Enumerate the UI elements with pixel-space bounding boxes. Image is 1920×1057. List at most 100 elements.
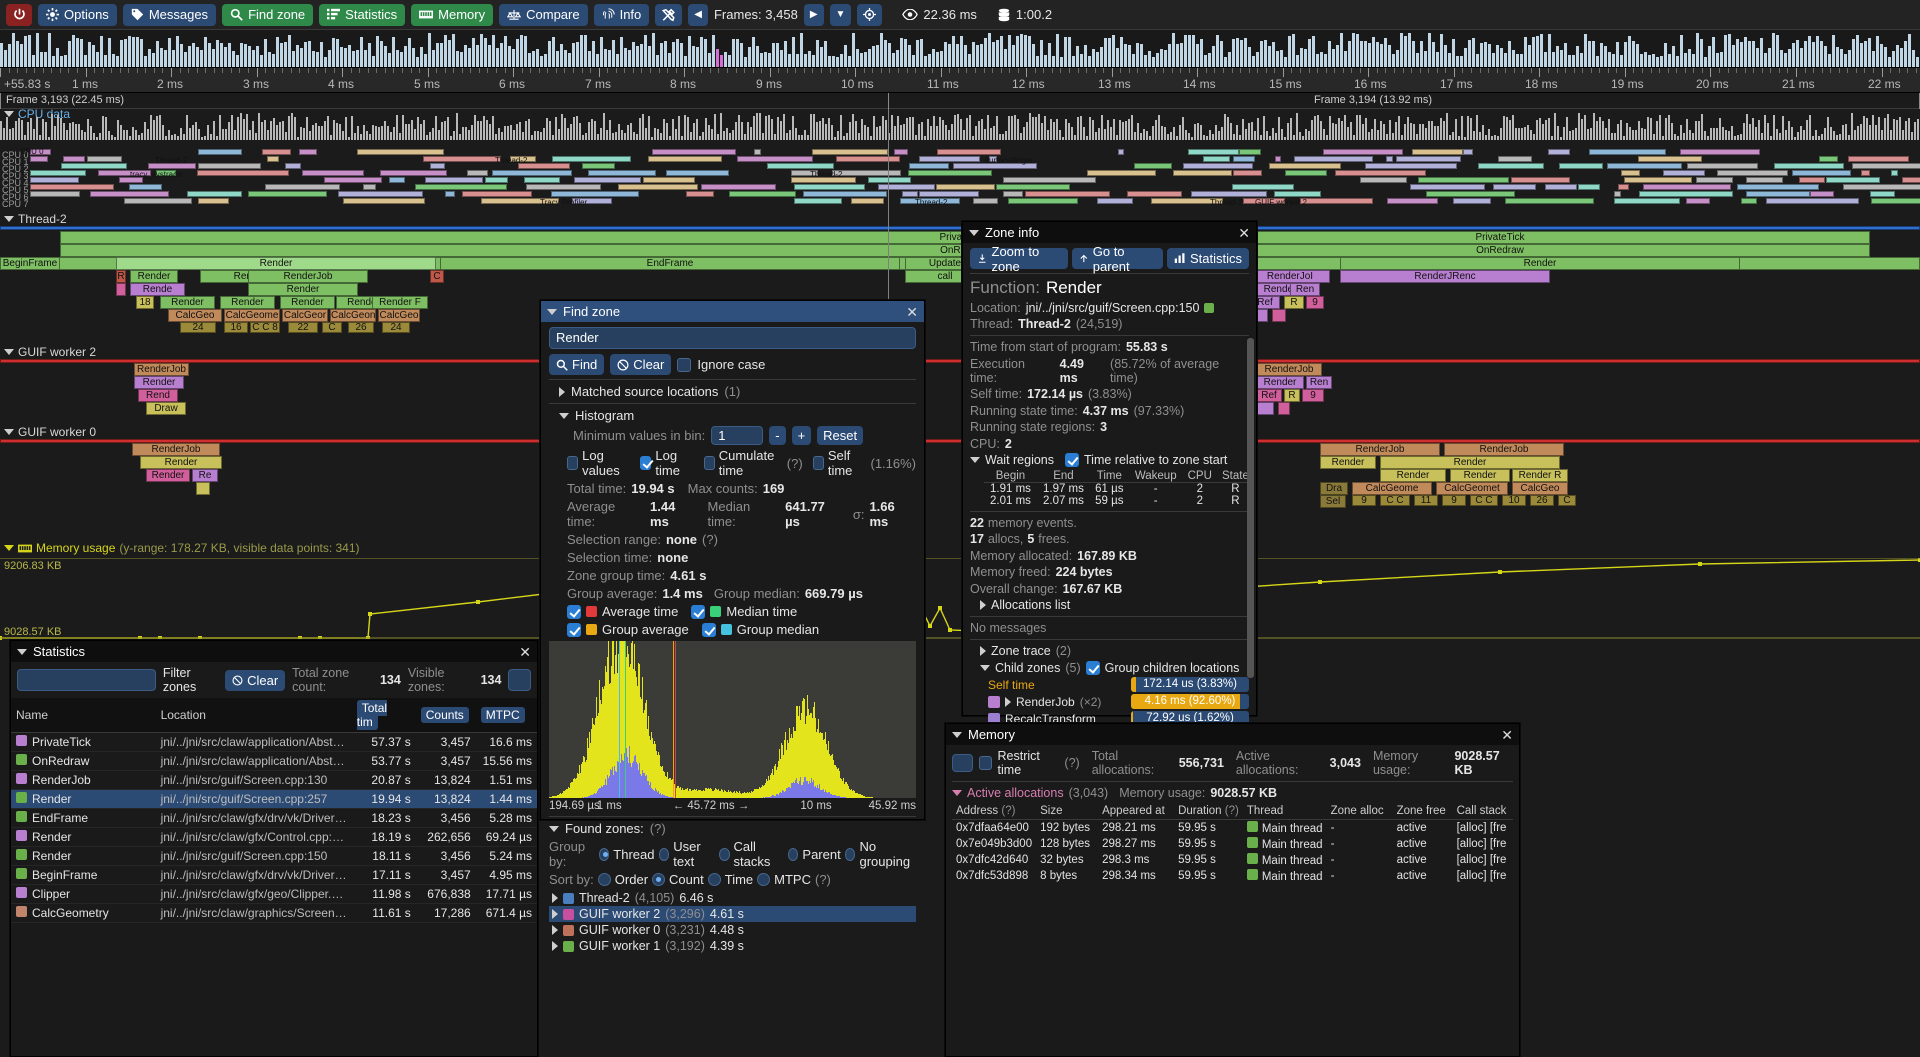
cumulate-time-checkbox[interactable] <box>703 456 715 470</box>
frame-bar[interactable] <box>944 41 947 67</box>
cpu-core-zone[interactable] <box>444 191 455 197</box>
self-time-checkbox[interactable] <box>812 456 824 470</box>
frame-bar[interactable] <box>1800 47 1803 67</box>
frame-bar[interactable] <box>1256 51 1259 67</box>
guif-w0-zone-nc[interactable]: C <box>1558 495 1576 506</box>
zoom-to-zone-button[interactable]: Zoom to zone <box>970 244 1069 274</box>
frame-bar[interactable] <box>600 37 603 67</box>
frame-bar[interactable] <box>1708 46 1711 67</box>
frame-bar[interactable] <box>812 54 815 67</box>
frame-bar[interactable] <box>864 51 867 67</box>
frame-bar[interactable] <box>1436 52 1439 67</box>
frame-bar[interactable] <box>1332 49 1335 67</box>
memory-usage-chart[interactable] <box>0 558 1920 646</box>
frame-bar[interactable] <box>436 43 439 67</box>
frame-bar[interactable] <box>1700 38 1703 67</box>
frame-bar[interactable] <box>1296 54 1299 67</box>
cpu-core-zone[interactable] <box>1497 156 1533 162</box>
cpu-core-zone[interactable] <box>836 156 900 162</box>
guif-w0-zone-render[interactable]: Render <box>140 456 222 469</box>
frame-bar[interactable] <box>1052 56 1055 67</box>
frame-bar[interactable] <box>1336 44 1339 67</box>
frame-bar[interactable] <box>476 44 479 67</box>
cpu-core-zone[interactable] <box>1774 163 1844 169</box>
frame-bar[interactable] <box>936 51 939 67</box>
guif-w0-zone-calcgeo3[interactable]: CalcGeo <box>1512 482 1568 495</box>
frame-bar[interactable] <box>1668 54 1671 67</box>
clear-button[interactable]: Clear <box>610 354 672 375</box>
frame-bar[interactable] <box>88 42 91 67</box>
frame-target-button[interactable] <box>857 3 883 26</box>
cpu-core-zone[interactable] <box>261 149 292 155</box>
cpu-core-zone[interactable] <box>652 149 736 155</box>
frame-bar[interactable] <box>728 55 731 67</box>
frame-bar[interactable] <box>1816 36 1819 67</box>
frame-bar[interactable] <box>800 33 803 67</box>
frame-strip[interactable] <box>0 30 1920 68</box>
frame-bar[interactable] <box>324 57 327 67</box>
frame-bar[interactable] <box>1872 50 1875 67</box>
frame-bar[interactable] <box>1492 53 1495 67</box>
frame-bar[interactable] <box>568 52 571 67</box>
cpu-core-zone[interactable] <box>574 177 642 183</box>
frame-bar[interactable] <box>1836 47 1839 67</box>
frame-bar[interactable] <box>1616 41 1619 67</box>
thread-2-zone-render-d[interactable]: Render <box>160 296 215 309</box>
frame-bar[interactable] <box>724 51 727 67</box>
cpu-core-zone[interactable] <box>61 163 128 169</box>
frame-bar[interactable] <box>640 43 643 67</box>
zone-statistics-button[interactable]: Statistics <box>1166 248 1249 269</box>
sort-by-mtpc-radio[interactable] <box>757 873 771 886</box>
cpu-core-zone[interactable] <box>1293 156 1373 162</box>
tools-button[interactable] <box>655 3 683 26</box>
frame-bar[interactable] <box>172 49 175 67</box>
close-icon[interactable]: ✕ <box>906 303 918 320</box>
frame-bar[interactable] <box>204 36 207 67</box>
frame-bar[interactable] <box>1592 40 1595 67</box>
cpu-core-zone[interactable] <box>414 184 507 190</box>
legend-group-median-checkbox[interactable] <box>701 622 716 637</box>
cpu-core-zone[interactable] <box>1860 170 1870 176</box>
cpu-core-zone[interactable] <box>62 156 85 162</box>
thread-2-zone-22[interactable]: 22 <box>288 322 318 333</box>
frame-bar[interactable] <box>328 50 331 67</box>
guif-w0-zone-render-r3[interactable]: Render <box>1380 469 1446 482</box>
frame-bar[interactable] <box>464 45 467 67</box>
frame-bar[interactable] <box>144 56 147 67</box>
frame-bar[interactable] <box>868 49 871 67</box>
frame-bar[interactable] <box>1724 34 1727 67</box>
stt-col-counts[interactable]: Counts <box>415 698 476 733</box>
cpu-core-zone[interactable] <box>98 170 152 176</box>
frame-bar[interactable] <box>1412 41 1415 67</box>
stt-col-location[interactable]: Location <box>155 698 352 733</box>
thread-2-zone-calcgeo-4[interactable]: CalcGeon <box>330 309 376 322</box>
cpu-core-zone[interactable] <box>802 191 887 197</box>
cpu-core-zone[interactable] <box>790 170 818 176</box>
frame-bar[interactable] <box>620 36 623 67</box>
zone-info-titlebar[interactable]: Zone info ✕ <box>963 222 1256 243</box>
frame-bar[interactable] <box>556 51 559 67</box>
frame-bar[interactable] <box>380 40 383 67</box>
frame-bar[interactable] <box>984 38 987 67</box>
frame-bar[interactable] <box>1012 45 1015 67</box>
cpu-core-zone[interactable] <box>1365 163 1457 169</box>
guif-w0-zone-sel[interactable]: Sel <box>1320 495 1346 508</box>
frame-bar[interactable] <box>200 49 203 67</box>
find-button[interactable]: Find <box>549 354 605 375</box>
child-zone-row[interactable]: RenderJob (×2) 4.16 ms (92.60%) <box>988 694 1249 709</box>
mem-address-cell[interactable]: 0x7e049b3d00 <box>956 838 1033 850</box>
frame-bar[interactable] <box>752 37 755 67</box>
frame-bar[interactable] <box>656 55 659 67</box>
frame-bar[interactable] <box>1144 54 1147 67</box>
frame-bar[interactable] <box>552 37 555 67</box>
guif-w0-zone-calcgeo1[interactable]: CalcGeome <box>1352 482 1432 495</box>
cpu-core-zone[interactable] <box>618 184 699 190</box>
frame-bar[interactable] <box>392 37 395 67</box>
frame-bar[interactable] <box>176 36 179 67</box>
cpu-core-zone[interactable] <box>1578 184 1601 190</box>
cpu-core-zone[interactable] <box>642 177 696 183</box>
mt-col-zone-alloc[interactable]: Zone alloc <box>1326 803 1393 820</box>
frame-bar[interactable] <box>1728 33 1731 67</box>
frame-bar[interactable] <box>732 38 735 67</box>
frame-bar[interactable] <box>264 38 267 67</box>
